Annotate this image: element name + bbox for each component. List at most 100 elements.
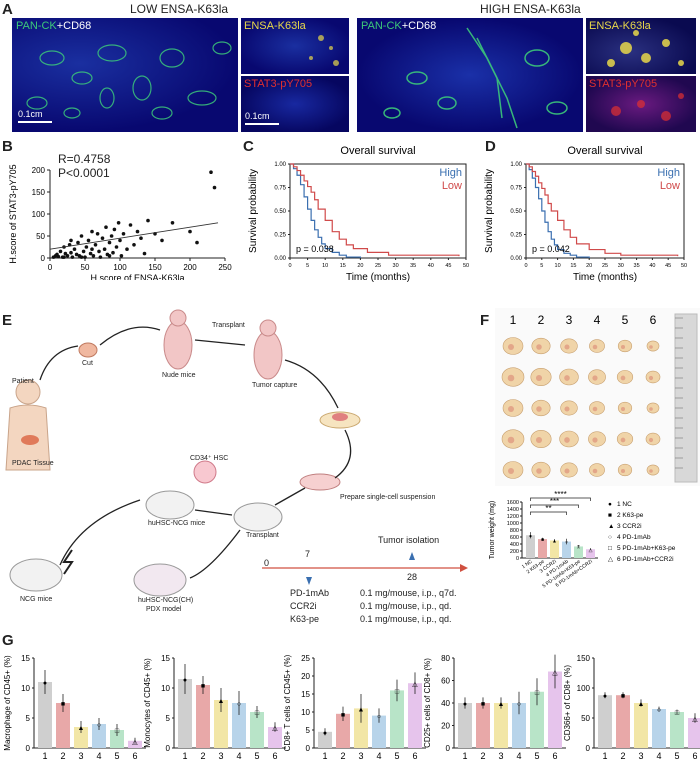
significance-bracket — [530, 497, 591, 501]
timeline-arrowhead — [460, 564, 468, 572]
tumor-sample-spot — [536, 406, 542, 412]
bar-marker: △ — [589, 547, 593, 553]
x-tick-label: 35 — [634, 263, 640, 269]
label-pdac: PDAC Tissue — [12, 460, 54, 467]
tumor-sample-spot — [648, 437, 654, 443]
bar — [178, 679, 192, 748]
y-axis-label: CD8+ T cells of CD45+ (%) — [283, 654, 292, 751]
y-tick-label: 50 — [36, 232, 45, 241]
y-tick-label: 150 — [577, 654, 591, 663]
legend-marker: ▲ — [608, 523, 614, 530]
x-tick-label: 45 — [665, 263, 671, 269]
bar-marker: ● — [463, 701, 467, 708]
data-point — [116, 221, 121, 225]
micrograph-high-pan-ck-cd68: PAN-CK+CD68 — [357, 18, 583, 132]
x-axis-label: H.score of ENSA-K63la — [90, 273, 184, 280]
y-axis-label: Survival probability — [484, 169, 495, 253]
bar-marker: ▲ — [218, 698, 225, 705]
data-point — [170, 221, 175, 225]
bar-marker: ● — [603, 693, 607, 700]
legend-label: 1 NC — [617, 501, 632, 508]
x-tick-label: 25 — [602, 263, 608, 269]
y-tick-label: 1200 — [507, 514, 519, 520]
bar — [408, 683, 422, 748]
bar — [550, 540, 559, 558]
low-ensa-label: ENSA-K63la — [244, 20, 306, 32]
x-tick-label: 3 — [638, 751, 643, 761]
tumor-column-label: 6 — [650, 313, 657, 327]
high-stat3-label: STAT3-pY705 — [589, 78, 658, 90]
tumor-sample-spot — [592, 375, 598, 381]
data-point — [139, 236, 143, 240]
x-tick-label: 250 — [218, 263, 232, 272]
x-tick-label: 4 — [236, 751, 241, 761]
y-tick-label: 100 — [32, 210, 46, 219]
bar-marker: ■ — [201, 683, 205, 690]
data-point — [97, 249, 101, 254]
significance-label: **** — [554, 490, 566, 499]
bar — [562, 541, 571, 558]
ncg-mouse — [9, 558, 63, 592]
data-point — [65, 254, 70, 258]
bar — [250, 712, 264, 748]
tumor-sample-spot — [620, 344, 626, 350]
bar — [372, 715, 386, 748]
data-point — [84, 245, 89, 249]
x-tick-label: 1 NC — [521, 559, 534, 571]
bar — [512, 703, 526, 748]
bar — [196, 685, 210, 748]
bar-marker: ▲ — [78, 725, 85, 732]
data-point — [142, 251, 147, 256]
bar-marker: ● — [43, 680, 47, 687]
x-tick-label: 3 — [218, 751, 223, 761]
x-tick-label: 5 — [114, 751, 119, 761]
x-tick-label: 2 — [60, 751, 65, 761]
tumor-sample — [646, 402, 660, 414]
data-point — [58, 249, 63, 254]
y-tick-label: 0 — [41, 254, 46, 263]
bar — [670, 712, 684, 748]
data-point — [69, 238, 73, 243]
tumor-sample — [646, 464, 660, 476]
scale-bar-2 — [245, 123, 279, 125]
x-tick-label: 1 — [462, 751, 467, 761]
label-pdx-2: PDX model — [146, 606, 182, 613]
x-tick-label: 15 — [340, 263, 346, 269]
data-point — [212, 185, 217, 190]
x-tick-label: 3 — [358, 751, 363, 761]
bar — [232, 703, 246, 748]
y-tick-label: 15 — [161, 654, 170, 663]
micrograph-high-texture — [383, 27, 568, 129]
tumor-photo: 1 2 3 4 5 6 — [495, 308, 700, 486]
x-tick-label: 100 — [113, 263, 127, 272]
x-tick-label: 40 — [428, 263, 434, 269]
low-stat3-label: STAT3-pY705 — [244, 78, 313, 90]
tumor-sample-spot — [649, 469, 653, 473]
bar — [110, 730, 124, 748]
bar — [92, 724, 106, 748]
p-value: p = 0.038 — [296, 244, 334, 254]
patient-figure — [5, 379, 51, 471]
y-axis-label: H.score of STAT3-pY705 — [8, 164, 18, 263]
x-tick-label: 50 — [81, 263, 90, 272]
nude-mouse-figure — [163, 309, 193, 370]
data-point — [121, 232, 126, 236]
high-ensa-label: ENSA-K63la — [589, 20, 651, 32]
bar-marker: ■ — [481, 701, 485, 708]
workflow-arrows — [39, 326, 352, 579]
micrograph-low-ensa: ENSA-K63la — [241, 18, 349, 74]
x-tick-label: 2 — [480, 751, 485, 761]
label-nude: Nude mice — [162, 372, 196, 379]
x-tick-label: 1 — [602, 751, 607, 761]
y-tick-label: 0.25 — [274, 233, 286, 239]
x-tick-label: 0 — [48, 263, 53, 272]
tumor-sample-spot — [620, 375, 626, 381]
data-point — [56, 254, 61, 259]
legend-marker: ■ — [608, 512, 612, 519]
tumor-sample-spot — [535, 374, 543, 382]
significance-bracket — [530, 511, 567, 515]
tissue-piece — [78, 342, 98, 358]
bar — [634, 703, 648, 748]
data-point — [209, 170, 213, 174]
